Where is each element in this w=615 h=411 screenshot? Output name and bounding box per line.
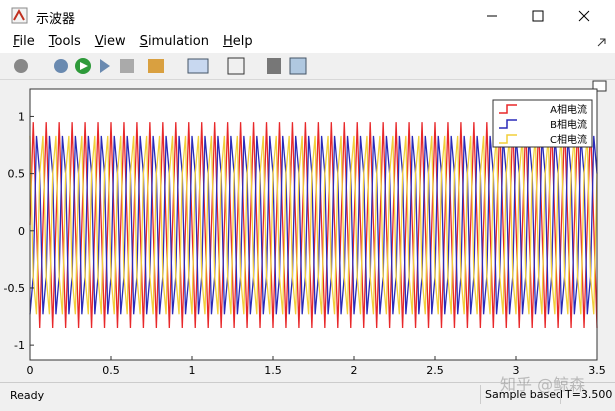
y-tick-label: 0 (18, 225, 25, 238)
undock-button[interactable] (592, 80, 607, 92)
x-tick-label: 3.5 (588, 364, 606, 377)
menu-item[interactable]: Tools (48, 34, 81, 49)
legend-swatch (499, 119, 517, 129)
title-bar: 示波器 (0, 0, 615, 31)
x-tick-label: 1.5 (264, 364, 282, 377)
chart: 0 0.5 1 1.5 2 2.5 3 3.5 -1 -0.5 0 0.5 1 A相电流 B相电流 C相电流 (4, 80, 607, 377)
legend-swatch (499, 104, 517, 114)
stop-button[interactable] (120, 59, 134, 73)
legend-swatch (499, 134, 517, 144)
step-forward-button[interactable] (100, 59, 110, 73)
legend-box (492, 99, 593, 148)
dock-arrow[interactable] (597, 38, 607, 48)
y-tick-label: 1 (18, 110, 25, 123)
toolbar-icons (14, 57, 307, 75)
x-tick-label: 0.5 (102, 364, 120, 377)
menu-bar: File Tools View Simulation Help (0, 31, 615, 53)
y-tick-label: -1 (14, 339, 25, 352)
trigger-button[interactable] (267, 58, 281, 74)
step-back-button[interactable] (54, 59, 68, 73)
sim-time: T=3.500 (560, 385, 615, 404)
watermark: 知乎 @鲸森 (500, 375, 586, 394)
series-line (29, 135, 598, 315)
y-tick-label: 0.5 (8, 168, 26, 181)
series-line (29, 122, 598, 329)
legend-label: B相电流 (550, 118, 587, 131)
window-title: 示波器 (36, 12, 76, 27)
title-icons (11, 7, 590, 24)
x-tick-label: 0 (27, 364, 34, 377)
menu-item[interactable]: Help (222, 34, 253, 49)
close-button[interactable] (578, 10, 590, 22)
status-bar: Ready Sample based T=3.500 知乎 @鲸森 (0, 375, 615, 411)
maximize-button[interactable] (532, 10, 544, 22)
axes-frame (29, 88, 598, 361)
menu-item[interactable]: File (13, 34, 35, 49)
settings-button[interactable] (14, 59, 28, 73)
toolbar (0, 53, 615, 80)
x-tick-label: 1 (189, 364, 196, 377)
highlight-button[interactable] (148, 59, 164, 73)
sample-mode: Sample based (480, 385, 567, 404)
autoscale-button[interactable] (227, 57, 245, 75)
x-tick-label: 3 (513, 364, 520, 377)
x-tick-label: 2.5 (426, 364, 444, 377)
measure-button[interactable] (289, 57, 307, 75)
status-text: Ready (10, 389, 45, 402)
series-line (29, 135, 598, 315)
x-tick-label: 2 (351, 364, 358, 377)
legend-label: A相电流 (550, 103, 587, 116)
run-glyph (80, 62, 88, 70)
legend-label: C相电流 (550, 133, 587, 146)
zoom-button[interactable] (187, 58, 209, 74)
menu-item[interactable]: View (94, 34, 126, 49)
app-icon-glyph (13, 8, 25, 21)
y-tick-label: -0.5 (4, 282, 25, 295)
menu-item[interactable]: Simulation (139, 34, 209, 49)
